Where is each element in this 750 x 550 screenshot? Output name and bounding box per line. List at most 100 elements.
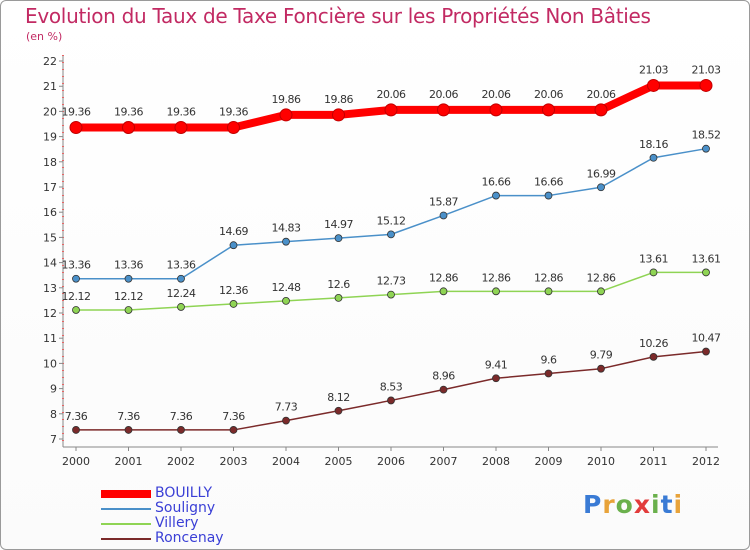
data-label: 7.36	[117, 410, 140, 423]
data-point	[384, 103, 398, 117]
y-tick-label: 12	[43, 307, 57, 320]
data-label: 21.03	[639, 63, 668, 76]
logo-letter: i	[673, 490, 684, 519]
data-label: 12.12	[62, 290, 91, 303]
data-label: 10.47	[692, 332, 721, 345]
data-point	[649, 153, 658, 162]
data-label: 20.06	[377, 88, 406, 101]
data-label: 14.83	[272, 222, 301, 235]
data-point	[699, 78, 713, 92]
legend-label: Roncenay	[155, 530, 224, 546]
data-label: 14.97	[324, 218, 353, 231]
data-point	[72, 274, 80, 283]
x-tick-label: 2002	[167, 455, 195, 468]
data-point	[174, 121, 188, 135]
data-label: 20.06	[482, 88, 511, 101]
data-point	[492, 374, 500, 383]
data-point	[282, 416, 290, 425]
y-tick-label: 18	[43, 156, 57, 169]
data-label: 20.06	[534, 88, 563, 101]
data-point	[594, 103, 608, 117]
data-label: 19.36	[219, 106, 248, 119]
data-point	[177, 274, 185, 283]
data-point	[439, 287, 448, 296]
data-label: 12.86	[429, 271, 458, 284]
data-label: 13.36	[114, 259, 143, 272]
data-label: 13.61	[639, 252, 668, 265]
data-point	[387, 230, 395, 239]
data-label: 13.36	[167, 259, 196, 272]
logo-letter: t	[660, 490, 674, 519]
data-label: 12.24	[167, 287, 196, 300]
data-label: 8.12	[327, 391, 350, 404]
data-label: 19.36	[62, 106, 91, 119]
y-tick-label: 19	[43, 131, 57, 144]
legend-swatch	[101, 507, 151, 510]
y-tick-label: 17	[43, 181, 57, 194]
legend-swatch	[101, 522, 151, 525]
data-label: 15.12	[377, 214, 406, 227]
x-tick-label: 2011	[640, 455, 668, 468]
proxiti-logo: Proxiti	[583, 490, 683, 519]
data-label: 8.96	[432, 370, 455, 383]
data-point	[492, 191, 500, 200]
data-point	[282, 297, 290, 305]
data-point	[282, 237, 290, 246]
data-point	[387, 396, 395, 405]
data-label: 10.26	[639, 337, 668, 350]
data-label: 18.16	[639, 138, 668, 151]
data-point	[439, 211, 448, 220]
legend-label: Souligny	[155, 500, 216, 516]
x-tick-label: 2010	[587, 455, 615, 468]
data-label: 20.06	[429, 88, 458, 101]
data-point	[544, 287, 553, 296]
y-tick-label: 21	[43, 80, 57, 93]
data-label: 12.86	[587, 271, 616, 284]
data-label: 16.66	[534, 176, 563, 189]
data-point	[334, 406, 343, 415]
data-point	[177, 303, 185, 311]
logo-letter: P	[583, 490, 603, 519]
x-tick-label: 2000	[62, 455, 90, 468]
data-point	[279, 108, 293, 122]
logo-letter: i	[651, 490, 661, 519]
data-label: 20.06	[587, 88, 616, 101]
data-point	[702, 268, 710, 277]
data-point	[647, 78, 660, 92]
data-label: 21.03	[692, 63, 721, 76]
x-tick-label: 2012	[692, 455, 720, 468]
data-point	[437, 103, 450, 117]
data-point	[702, 144, 710, 153]
data-label: 7.36	[170, 410, 193, 423]
data-point	[72, 306, 80, 314]
x-tick-label: 2001	[115, 455, 143, 468]
y-tick-label: 11	[43, 332, 57, 345]
y-tick-label: 13	[43, 282, 57, 295]
data-point	[544, 369, 553, 378]
legend-item: BOUILLY	[101, 486, 224, 501]
data-label: 12.73	[377, 275, 406, 288]
logo-letter: r	[602, 490, 616, 519]
legend-swatch	[101, 537, 151, 540]
x-tick-label: 2003	[220, 455, 248, 468]
data-label: 13.61	[692, 252, 721, 265]
data-point	[124, 274, 133, 283]
data-point	[229, 300, 238, 308]
data-label: 19.86	[272, 93, 301, 106]
y-axis-unit: (en %)	[26, 30, 63, 43]
data-label: 19.36	[114, 106, 143, 119]
y-tick-label: 16	[43, 206, 57, 219]
legend-label: Villery	[155, 515, 199, 531]
legend-swatch	[101, 489, 151, 498]
data-point	[124, 426, 133, 434]
data-label: 16.99	[587, 167, 616, 180]
y-tick-label: 14	[43, 257, 57, 270]
data-point	[229, 241, 238, 250]
x-tick-label: 2006	[377, 455, 405, 468]
y-tick-label: 20	[43, 105, 57, 118]
legend: BOUILLY Souligny Villery Roncenay	[101, 486, 224, 546]
data-point	[334, 234, 343, 243]
data-point	[542, 103, 555, 117]
x-tick-label: 2008	[482, 455, 510, 468]
